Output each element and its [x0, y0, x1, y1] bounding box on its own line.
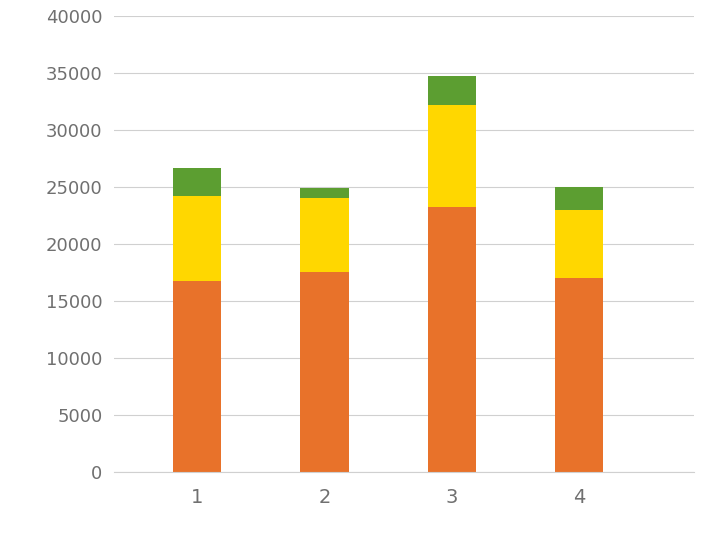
Bar [173, 168, 222, 196]
Bar [300, 198, 349, 272]
Bar [300, 188, 349, 198]
Bar [555, 278, 603, 472]
Bar [428, 77, 476, 105]
Bar [428, 207, 476, 472]
Bar [173, 281, 222, 472]
Bar [173, 196, 222, 281]
Bar [555, 187, 603, 210]
Bar [555, 210, 603, 278]
Bar [300, 272, 349, 472]
Bar [428, 105, 476, 207]
